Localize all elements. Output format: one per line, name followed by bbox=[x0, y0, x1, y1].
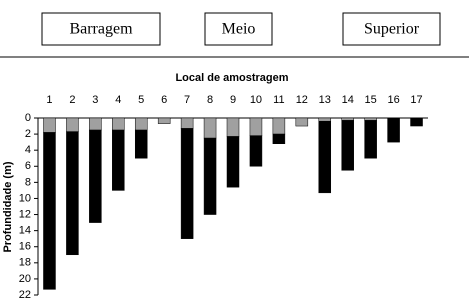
bar-segment bbox=[43, 132, 56, 290]
bar-segment bbox=[180, 117, 194, 129]
bar-segment bbox=[66, 117, 79, 132]
x-tick-label: 2 bbox=[69, 94, 75, 106]
bar-segment bbox=[203, 117, 217, 139]
y-tick-label: 20 bbox=[19, 273, 31, 285]
y-tick-label: 12 bbox=[19, 208, 31, 220]
x-tick-label: 12 bbox=[296, 94, 308, 106]
box-label: Meio bbox=[222, 21, 256, 38]
bar-segment bbox=[203, 137, 217, 215]
label-box bbox=[204, 12, 273, 46]
bar-segment bbox=[387, 117, 400, 143]
bar-segment bbox=[318, 120, 332, 194]
label-box bbox=[41, 12, 161, 46]
bar-segment bbox=[89, 129, 102, 223]
x-tick-label: 4 bbox=[115, 94, 121, 106]
bar-segment bbox=[134, 129, 148, 159]
bar-segment bbox=[249, 135, 263, 167]
chart-title: Local de amostragem bbox=[175, 72, 288, 84]
y-tick-label: 10 bbox=[19, 192, 31, 204]
bar-segment bbox=[112, 129, 125, 191]
bar-segment bbox=[272, 133, 286, 144]
x-tick-label: 14 bbox=[342, 94, 354, 106]
label-box bbox=[342, 12, 441, 46]
x-tick-label: 17 bbox=[410, 94, 422, 106]
bar-segment bbox=[226, 117, 240, 137]
box-label: Barragem bbox=[69, 21, 133, 38]
bar-segment bbox=[364, 120, 377, 159]
bar-segment bbox=[318, 117, 332, 122]
x-tick-label: 13 bbox=[319, 94, 331, 106]
bar-segment bbox=[180, 128, 194, 239]
bar-segment bbox=[134, 117, 148, 131]
y-tick-label: 18 bbox=[19, 257, 31, 269]
x-tick-label: 3 bbox=[92, 94, 98, 106]
bar-segment bbox=[226, 136, 240, 188]
y-tick-label: 4 bbox=[25, 144, 31, 156]
x-tick-label: 9 bbox=[230, 94, 236, 106]
bar-segment bbox=[272, 117, 286, 135]
y-tick-label: 16 bbox=[19, 241, 31, 253]
x-tick-label: 11 bbox=[273, 94, 284, 106]
y-tick-label: 22 bbox=[19, 289, 31, 301]
x-tick-label: 6 bbox=[161, 94, 167, 106]
y-tick-label: 2 bbox=[25, 128, 31, 140]
y-tick-label: 8 bbox=[25, 176, 31, 188]
y-tick-label: 6 bbox=[25, 160, 31, 172]
x-tick-label: 7 bbox=[184, 94, 190, 106]
bar-segment bbox=[249, 117, 263, 136]
y-tick-label: 14 bbox=[19, 225, 31, 237]
x-tick-label: 5 bbox=[138, 94, 144, 106]
x-tick-label: 10 bbox=[250, 94, 262, 106]
bar-segment bbox=[112, 117, 125, 131]
bar-segment bbox=[66, 131, 79, 256]
box-label: Superior bbox=[364, 21, 420, 38]
bar-segment bbox=[295, 117, 309, 127]
y-tick-label: 0 bbox=[25, 112, 31, 124]
bar-segment bbox=[157, 117, 171, 124]
x-tick-label: 1 bbox=[46, 94, 52, 106]
bar-segment bbox=[341, 117, 354, 121]
bar-segment bbox=[89, 117, 102, 131]
bar-segment bbox=[341, 120, 354, 171]
x-tick-label: 15 bbox=[365, 94, 377, 106]
bar-segment bbox=[364, 117, 377, 121]
x-tick-label: 16 bbox=[387, 94, 399, 106]
y-axis-label: Profundidade (m) bbox=[2, 161, 14, 252]
bar-segment bbox=[410, 117, 423, 127]
x-tick-label: 8 bbox=[207, 94, 213, 106]
bar-segment bbox=[43, 117, 56, 133]
